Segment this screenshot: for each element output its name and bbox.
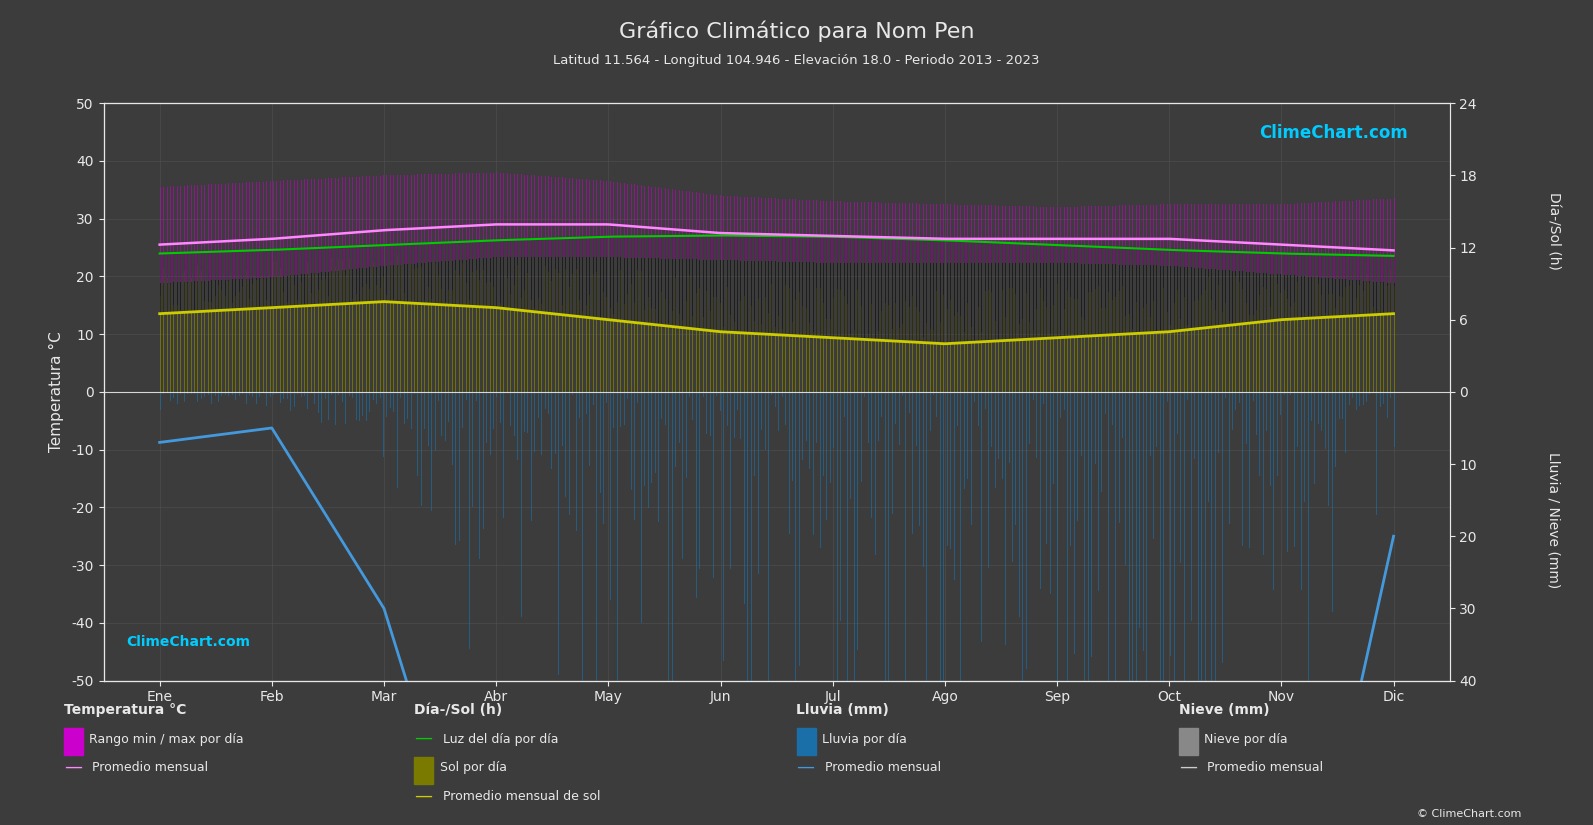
Y-axis label: Temperatura °C: Temperatura °C (49, 332, 64, 452)
Text: Gráfico Climático para Nom Pen: Gráfico Climático para Nom Pen (618, 21, 975, 42)
Text: Rango min / max por día: Rango min / max por día (89, 733, 244, 746)
Text: Promedio mensual: Promedio mensual (825, 761, 941, 775)
Text: —: — (414, 728, 432, 747)
Text: Día-/Sol (h): Día-/Sol (h) (1547, 192, 1560, 270)
Text: Promedio mensual de sol: Promedio mensual de sol (443, 790, 601, 804)
Text: —: — (1179, 757, 1196, 776)
Text: ClimeChart.com: ClimeChart.com (1258, 124, 1408, 142)
Text: Promedio mensual: Promedio mensual (92, 761, 209, 775)
Text: Lluvia por día: Lluvia por día (822, 733, 906, 746)
Text: —: — (64, 757, 81, 776)
Text: Día-/Sol (h): Día-/Sol (h) (414, 703, 502, 717)
Text: Nieve por día: Nieve por día (1204, 733, 1287, 746)
Text: Nieve (mm): Nieve (mm) (1179, 703, 1270, 717)
Text: Luz del día por día: Luz del día por día (443, 733, 559, 746)
Text: Sol por día: Sol por día (440, 761, 507, 775)
Text: Temperatura °C: Temperatura °C (64, 703, 186, 717)
Text: —: — (414, 786, 432, 804)
Text: —: — (796, 757, 814, 776)
Text: ClimeChart.com: ClimeChart.com (126, 635, 250, 649)
Text: © ClimeChart.com: © ClimeChart.com (1416, 808, 1521, 818)
Text: Latitud 11.564 - Longitud 104.946 - Elevación 18.0 - Periodo 2013 - 2023: Latitud 11.564 - Longitud 104.946 - Elev… (553, 54, 1040, 67)
Text: Lluvia (mm): Lluvia (mm) (796, 703, 889, 717)
Text: Promedio mensual: Promedio mensual (1207, 761, 1324, 775)
Text: Lluvia / Nieve (mm): Lluvia / Nieve (mm) (1547, 451, 1560, 588)
